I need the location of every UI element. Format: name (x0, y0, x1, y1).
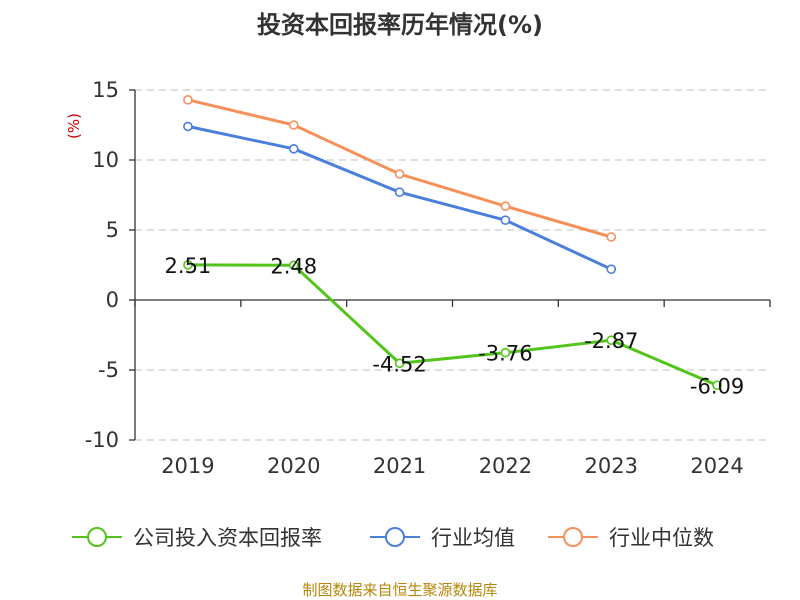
legend-marker (385, 527, 405, 547)
series-point (394, 358, 405, 369)
data-label: -3.76 (478, 342, 532, 366)
series-point (288, 144, 299, 154)
y-axis-unit: (%) (65, 113, 83, 139)
series-point (183, 121, 193, 132)
data-label: -4.52 (372, 352, 426, 376)
series-point (712, 380, 722, 391)
y-tick-label: 0 (106, 288, 119, 312)
series-point (288, 120, 299, 130)
series-point (500, 201, 511, 211)
series-point (394, 169, 405, 179)
axes: 15 10 5 0 -5 -10 2019 2020 2021 2022 2023 2024 (85, 78, 771, 478)
series-line (187, 98, 612, 239)
legend-label: 公司投入资本回报率 (133, 526, 322, 550)
chart-title: 投资本回报率历年情况(%) (257, 11, 543, 39)
y-tick-label: 10 (92, 148, 119, 172)
data-label: -6.09 (690, 374, 744, 398)
y-tick-label: 5 (106, 218, 119, 242)
x-tick-label: 2023 (585, 454, 638, 478)
series-line (187, 263, 718, 387)
legend-marker (87, 527, 107, 547)
y-tick-label: -10 (85, 428, 119, 452)
legend: 公司投入资本回报率 行业均值 行业中位数 (72, 526, 714, 550)
x-tick-label: 2019 (161, 454, 214, 478)
series-point (606, 232, 617, 242)
y-tick-label: 15 (92, 78, 119, 102)
series-point (500, 215, 511, 225)
series-point (183, 95, 193, 105)
data-label: -2.87 (584, 329, 638, 353)
data-label: 2.51 (165, 254, 212, 278)
x-tick-label: 2022 (479, 454, 532, 478)
series-point (288, 260, 299, 271)
x-tick-label: 2021 (373, 454, 426, 478)
legend-label: 行业均值 (431, 526, 515, 550)
x-tick-label: 2020 (267, 454, 320, 478)
legend-label: 行业中位数 (609, 526, 714, 550)
legend-marker (563, 527, 583, 547)
y-tick-label: -5 (98, 358, 119, 382)
grid (135, 89, 770, 441)
series-point (183, 260, 193, 270)
source-note: 制图数据来自恒生聚源数据库 (302, 581, 497, 599)
data-labels: 2.51 2.48 -4.52 -3.76 -2.87 -6.09 (165, 254, 745, 398)
series-point (500, 347, 511, 358)
data-label: 2.48 (270, 254, 317, 278)
series-point (606, 264, 617, 275)
x-tick-label: 2024 (690, 454, 743, 478)
series-layer (183, 95, 722, 391)
series-point (606, 335, 617, 345)
series-line (187, 124, 612, 271)
series-point (394, 187, 405, 197)
